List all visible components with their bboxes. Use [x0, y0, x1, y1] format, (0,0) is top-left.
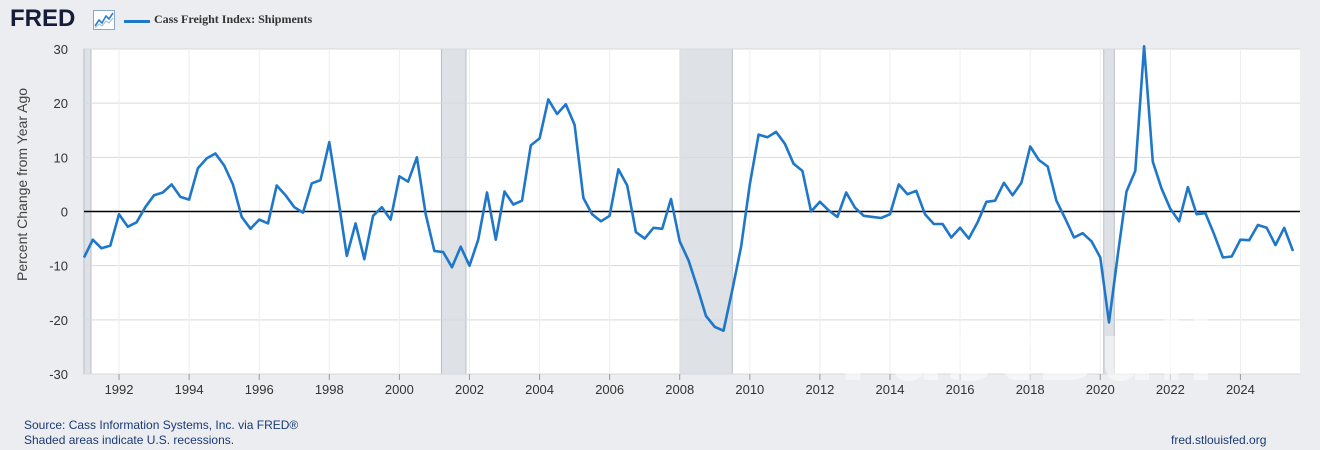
x-tick-label: 2022	[1156, 382, 1185, 397]
y-tick-label: -20	[49, 313, 68, 328]
x-tick-label: 2020	[1086, 382, 1115, 397]
y-axis-label: Percent Change from Year Ago	[14, 87, 30, 281]
legend-series-label: Cass Freight Index: Shipments	[154, 12, 313, 26]
x-tick-label: 2004	[525, 382, 554, 397]
y-tick-label: 20	[54, 96, 68, 111]
x-tick-label: 2024	[1226, 382, 1255, 397]
fred-logo[interactable]: FRED	[10, 5, 76, 32]
y-tick-label: -10	[49, 259, 68, 274]
y-tick-label: 30	[54, 42, 68, 57]
recession-note: Shaded areas indicate U.S. recessions.	[24, 433, 235, 447]
x-tick-label: 2018	[1016, 382, 1045, 397]
x-tick-label: 2002	[455, 382, 484, 397]
y-tick-label: 10	[54, 150, 68, 165]
watermark: FastBull	[838, 306, 1217, 399]
legend-line-swatch	[124, 20, 150, 23]
series-line	[82, 44, 1295, 333]
y-tick-label: 0	[61, 205, 68, 220]
x-tick-label: 1992	[105, 382, 134, 397]
x-tick-label: 2010	[735, 382, 764, 397]
fred-chart-icon	[93, 10, 115, 30]
x-tick-label: 2008	[665, 382, 694, 397]
y-tick-label: -30	[49, 367, 68, 382]
x-tick-label: 2000	[385, 382, 414, 397]
x-tick-label: 2016	[946, 382, 975, 397]
x-tick-label: 2006	[595, 382, 624, 397]
x-tick-label: 1994	[175, 382, 204, 397]
source-note: Source: Cass Information Systems, Inc. v…	[24, 418, 299, 432]
fred-url[interactable]: fred.stlouisfed.org	[1171, 433, 1267, 447]
x-tick-label: 2014	[876, 382, 905, 397]
x-tick-label: 2012	[805, 382, 834, 397]
x-tick-label: 1996	[245, 382, 274, 397]
x-tick-label: 1998	[315, 382, 344, 397]
